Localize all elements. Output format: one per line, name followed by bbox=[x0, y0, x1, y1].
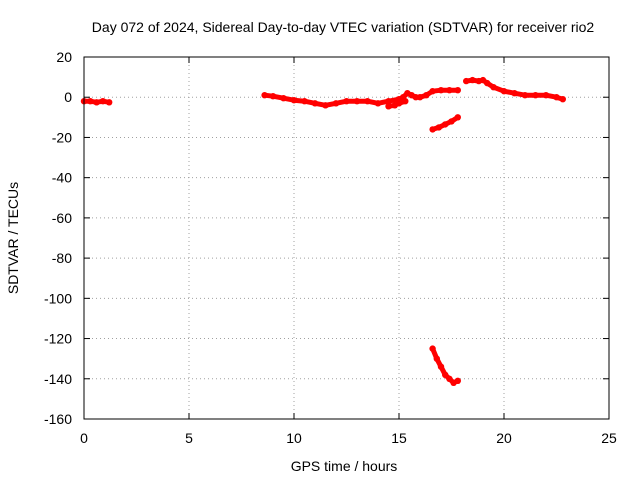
series-arc-2 bbox=[261, 87, 461, 109]
data-point bbox=[454, 87, 461, 94]
data-point bbox=[446, 375, 453, 382]
data-point bbox=[93, 99, 100, 106]
series-arc-1 bbox=[80, 98, 113, 106]
y-tick-label: -160 bbox=[44, 411, 72, 427]
data-point bbox=[490, 84, 497, 91]
data-point bbox=[484, 79, 491, 87]
data-point bbox=[395, 100, 403, 107]
data-point bbox=[385, 98, 392, 105]
data-point bbox=[290, 97, 298, 104]
data-point bbox=[553, 94, 560, 101]
data-point bbox=[311, 100, 319, 107]
x-tick-label: 10 bbox=[286, 430, 302, 446]
data-point bbox=[435, 124, 443, 131]
data-point bbox=[469, 76, 476, 84]
data-point bbox=[87, 98, 94, 105]
data-point bbox=[454, 377, 461, 384]
series-arc-3 bbox=[385, 98, 409, 110]
data-point bbox=[511, 90, 518, 97]
x-axis-label: GPS time / hours bbox=[291, 458, 398, 474]
data-point bbox=[454, 114, 461, 121]
data-point bbox=[374, 100, 382, 107]
y-tick-label: -140 bbox=[44, 371, 72, 387]
y-tick-label: -80 bbox=[52, 250, 72, 266]
data-point bbox=[385, 103, 392, 110]
data-point bbox=[559, 96, 566, 103]
x-tick-label: 25 bbox=[601, 430, 617, 446]
y-axis-label: SDTVAR / TECUs bbox=[5, 182, 21, 294]
tick-labels: 0 5 10 15 20 25 20 0 -20 -40 -60 -80 -100 -120 -140 -16… bbox=[44, 49, 617, 446]
data-point bbox=[532, 92, 539, 99]
data-point bbox=[416, 94, 424, 101]
y-tick-label: 0 bbox=[64, 89, 72, 105]
y-tick-label: -60 bbox=[52, 210, 72, 226]
data-point bbox=[353, 98, 361, 105]
data-point bbox=[364, 98, 371, 105]
data-point bbox=[261, 92, 268, 99]
chart-title: Day 072 of 2024, Sidereal Day-to-day VTE… bbox=[92, 19, 595, 35]
data-point bbox=[500, 88, 508, 95]
data-point bbox=[280, 95, 287, 102]
x-tick-label: 20 bbox=[496, 430, 512, 446]
data-point bbox=[437, 87, 445, 94]
series-arc-6 bbox=[463, 76, 566, 103]
data-point bbox=[429, 345, 436, 352]
x-tick-label: 5 bbox=[185, 430, 193, 446]
y-tick-label: -40 bbox=[52, 170, 72, 186]
data-point bbox=[437, 363, 445, 370]
data-point bbox=[423, 92, 430, 99]
y-tick-label: -20 bbox=[52, 129, 72, 145]
data-point bbox=[301, 98, 308, 105]
data-point bbox=[446, 87, 453, 94]
data-point bbox=[433, 355, 440, 362]
data-point bbox=[322, 102, 329, 109]
data-point bbox=[429, 126, 436, 133]
data-point bbox=[332, 100, 340, 107]
data-point bbox=[106, 99, 113, 106]
data-point bbox=[99, 98, 107, 105]
data-point bbox=[442, 121, 449, 128]
data-point bbox=[521, 92, 529, 99]
data-point bbox=[448, 118, 455, 125]
data-point bbox=[542, 92, 550, 99]
data-point bbox=[429, 88, 436, 95]
axis-ticks bbox=[83, 56, 610, 420]
data-point bbox=[402, 98, 409, 105]
data-point bbox=[463, 77, 470, 85]
series-arc-5 bbox=[429, 345, 461, 386]
x-tick-label: 15 bbox=[391, 430, 407, 446]
y-tick-label: -120 bbox=[44, 331, 72, 347]
data-point bbox=[343, 98, 350, 105]
y-tick-label: -100 bbox=[44, 290, 72, 306]
data-point bbox=[442, 371, 449, 378]
data-point bbox=[269, 93, 277, 100]
data-series bbox=[80, 76, 566, 386]
plot-frame bbox=[83, 56, 610, 420]
grid bbox=[84, 57, 609, 419]
y-tick-label: 20 bbox=[56, 49, 72, 65]
series-arc-4 bbox=[429, 114, 461, 133]
x-tick-label: 0 bbox=[80, 430, 88, 446]
